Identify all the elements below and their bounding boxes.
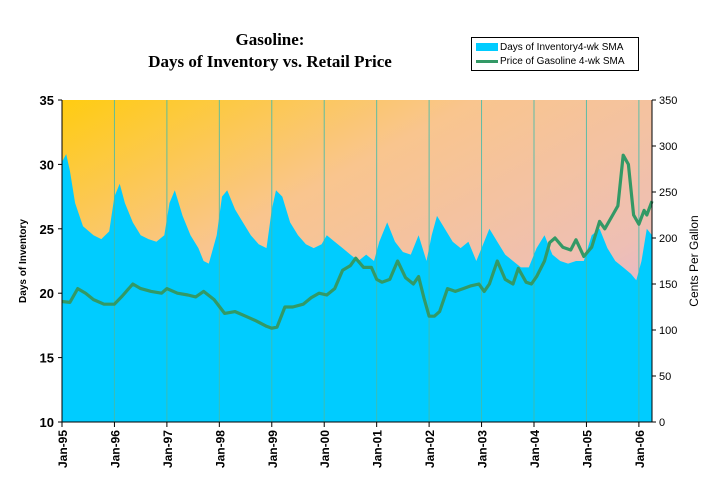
y-left-tick-label: 20 bbox=[40, 286, 54, 301]
chart-legend: Days of Inventory4-wk SMA Price of Gasol… bbox=[471, 37, 639, 71]
y-left-tick-label: 30 bbox=[40, 157, 54, 172]
y-right-tick-label: 100 bbox=[659, 325, 677, 337]
x-tick-label: Jan-99 bbox=[266, 430, 280, 468]
legend-item-price: Price of Gasoline 4-wk SMA bbox=[476, 55, 625, 67]
y-right-tick-label: 250 bbox=[659, 187, 677, 199]
y-right-tick-label: 50 bbox=[659, 371, 671, 383]
x-tick-label: Jan-03 bbox=[476, 430, 490, 468]
x-tick-label: Jan-04 bbox=[528, 430, 542, 468]
x-tick-label: Jan-96 bbox=[108, 430, 122, 468]
y-right-tick-label: 300 bbox=[659, 141, 677, 153]
legend-swatch-line-icon bbox=[476, 59, 498, 63]
y-left-tick-label: 10 bbox=[40, 415, 54, 430]
series-days-of-inventory-area bbox=[62, 154, 652, 422]
chart-subtitle: Days of Inventory vs. Retail Price bbox=[148, 52, 392, 71]
x-tick-label: Jan-01 bbox=[371, 430, 385, 468]
legend-label-inventory: Days of Inventory4-wk SMA bbox=[500, 41, 624, 53]
legend-swatch-area-icon bbox=[476, 43, 498, 51]
series-price-line bbox=[61, 153, 654, 330]
y-axis-left-title: Days of Inventory bbox=[18, 219, 29, 303]
y-right-tick-label: 150 bbox=[659, 279, 677, 291]
y-left-tick-label: 15 bbox=[40, 351, 54, 366]
y-left-tick-label: 35 bbox=[40, 93, 54, 108]
x-tick-label: Jan-98 bbox=[213, 430, 227, 468]
y-right-tick-label: 200 bbox=[659, 233, 677, 245]
x-tick-label: Jan-00 bbox=[318, 430, 332, 468]
y-axis-right-title: Cents Per Gallon bbox=[687, 215, 701, 306]
x-tick-label: Jan-02 bbox=[423, 430, 437, 468]
chart-title: Gasoline: bbox=[235, 30, 305, 49]
legend-item-inventory: Days of Inventory4-wk SMA bbox=[476, 41, 623, 53]
x-tick-label: Jan-95 bbox=[56, 430, 70, 468]
legend-label-price: Price of Gasoline 4-wk SMA bbox=[500, 55, 625, 67]
x-tick-label: Jan-05 bbox=[580, 430, 594, 468]
y-right-tick-label: 0 bbox=[659, 417, 665, 429]
y-right-tick-label: 350 bbox=[659, 95, 677, 107]
x-tick-label: Jan-97 bbox=[161, 430, 175, 468]
y-left-tick-label: 25 bbox=[40, 222, 54, 237]
x-tick-label: Jan-06 bbox=[633, 430, 647, 468]
